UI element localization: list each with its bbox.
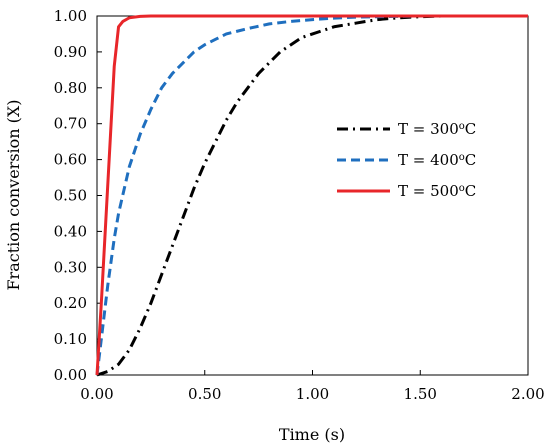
y-tick-label: 0.10 <box>54 330 87 348</box>
y-axis-ticks: 0.00 0.10 0.20 0.30 0.40 0.50 0.60 0.70 0.80 0.90… <box>54 7 102 384</box>
y-tick-label: 0.70 <box>54 115 87 133</box>
y-tick-label: 0.20 <box>54 294 87 312</box>
series-line-3 <box>95 14 528 376</box>
y-tick-label: 0.60 <box>54 151 87 169</box>
legend-label-3: T = 500oC <box>398 182 476 200</box>
series-line-1 <box>96 14 528 377</box>
x-tick-label: 2.00 <box>511 385 544 403</box>
y-tick-label: 0.80 <box>54 79 87 97</box>
y-tick-label: 0.50 <box>54 187 87 205</box>
y-tick-label: 0.40 <box>54 222 87 240</box>
series-line-2 <box>95 14 528 376</box>
legend-label-1: T = 300oC <box>398 120 476 138</box>
x-tick-label: 1.50 <box>404 385 437 403</box>
plot-frame <box>96 15 529 376</box>
x-tick-label: 0.00 <box>80 385 113 403</box>
x-tick-label: 0.50 <box>188 385 221 403</box>
legend-label-2: T = 400oC <box>398 151 476 169</box>
y-tick-label: 0.30 <box>54 258 87 276</box>
x-axis-title: Time (s) <box>279 425 345 444</box>
y-axis-title: Fraction conversion (X) <box>4 99 23 290</box>
y-tick-label: 0.90 <box>54 43 87 61</box>
y-tick-label: 0.00 <box>54 366 87 384</box>
x-axis-ticks: 0.00 0.50 1.00 1.50 2.00 <box>80 370 545 403</box>
y-tick-label: 1.00 <box>54 7 87 25</box>
legend: T = 300oC T = 400oC T = 500oC <box>337 120 476 200</box>
x-tick-label: 1.00 <box>296 385 329 403</box>
series-layer <box>95 14 528 377</box>
